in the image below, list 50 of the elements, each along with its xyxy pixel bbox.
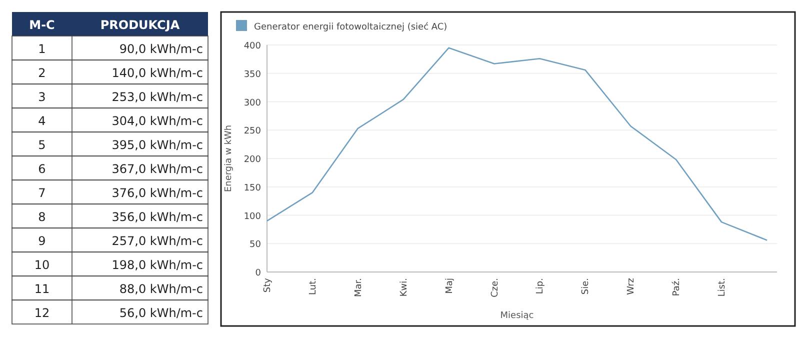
y-tick-label: 350 bbox=[244, 70, 262, 80]
text: 56,0 kWh/m-c bbox=[119, 306, 203, 320]
x-axis-title: Miesiąc bbox=[500, 311, 534, 321]
text: 253,0 kWh/m-c bbox=[112, 90, 203, 104]
text: 7 bbox=[38, 186, 46, 200]
x-tick-label: Sie. bbox=[581, 278, 592, 295]
x-tick-label: Sty bbox=[263, 277, 273, 293]
legend-label: Generator energii fotowoltaicznej (sieć AC) bbox=[254, 22, 448, 32]
text: 8 bbox=[38, 210, 46, 224]
x-tick-label: Cze. bbox=[490, 278, 500, 298]
text: 376,0 kWh/m-c bbox=[112, 186, 203, 200]
text: 88,0 kWh/m-c bbox=[119, 282, 203, 296]
text: 356,0 kWh/m-c bbox=[112, 210, 203, 224]
text: 198,0 kWh/m-c bbox=[112, 258, 203, 272]
y-tick-label: 400 bbox=[244, 42, 262, 52]
text: 90,0 kWh/m-c bbox=[119, 42, 203, 56]
text: 304,0 kWh/m-c bbox=[112, 114, 203, 128]
y-tick-label: 0 bbox=[255, 268, 262, 278]
text: 257,0 kWh/m-c bbox=[112, 234, 203, 248]
text: 1 bbox=[38, 42, 46, 56]
text: 4 bbox=[38, 114, 46, 128]
line-series bbox=[266, 47, 768, 241]
y-tick-label: 300 bbox=[244, 98, 262, 108]
x-tick-label: Paź. bbox=[671, 278, 682, 296]
y-tick-label: 200 bbox=[244, 155, 262, 165]
text: PRODUKCJA bbox=[100, 18, 180, 32]
text: 9 bbox=[38, 234, 46, 248]
y-axis-title: Energia w kWh bbox=[224, 124, 234, 192]
text: 395,0 kWh/m-c bbox=[112, 138, 203, 152]
x-tick-label: Maj bbox=[444, 278, 455, 294]
text: 6 bbox=[38, 162, 46, 176]
text: 367,0 kWh/m-c bbox=[112, 162, 203, 176]
x-tick-label: Lip. bbox=[536, 278, 546, 294]
text: 2 bbox=[38, 66, 46, 80]
y-tick-label: 100 bbox=[244, 212, 262, 222]
x-tick-label: Wrz bbox=[626, 278, 637, 295]
x-tick-label: List. bbox=[718, 278, 728, 297]
text: 140,0 kWh/m-c bbox=[112, 66, 203, 80]
text: 10 bbox=[34, 258, 50, 272]
text: 12 bbox=[34, 306, 50, 320]
x-tick-label: Lut. bbox=[308, 278, 318, 295]
y-tick-label: 150 bbox=[244, 183, 262, 194]
y-tick-label: 50 bbox=[250, 240, 262, 250]
text: 3 bbox=[38, 90, 46, 104]
text: 11 bbox=[34, 282, 50, 296]
text: M-C bbox=[29, 18, 56, 32]
x-tick-label: Mar. bbox=[354, 278, 364, 298]
text: 5 bbox=[38, 138, 46, 152]
x-tick-label: Kwi. bbox=[399, 278, 410, 297]
y-tick-label: 250 bbox=[244, 126, 262, 137]
